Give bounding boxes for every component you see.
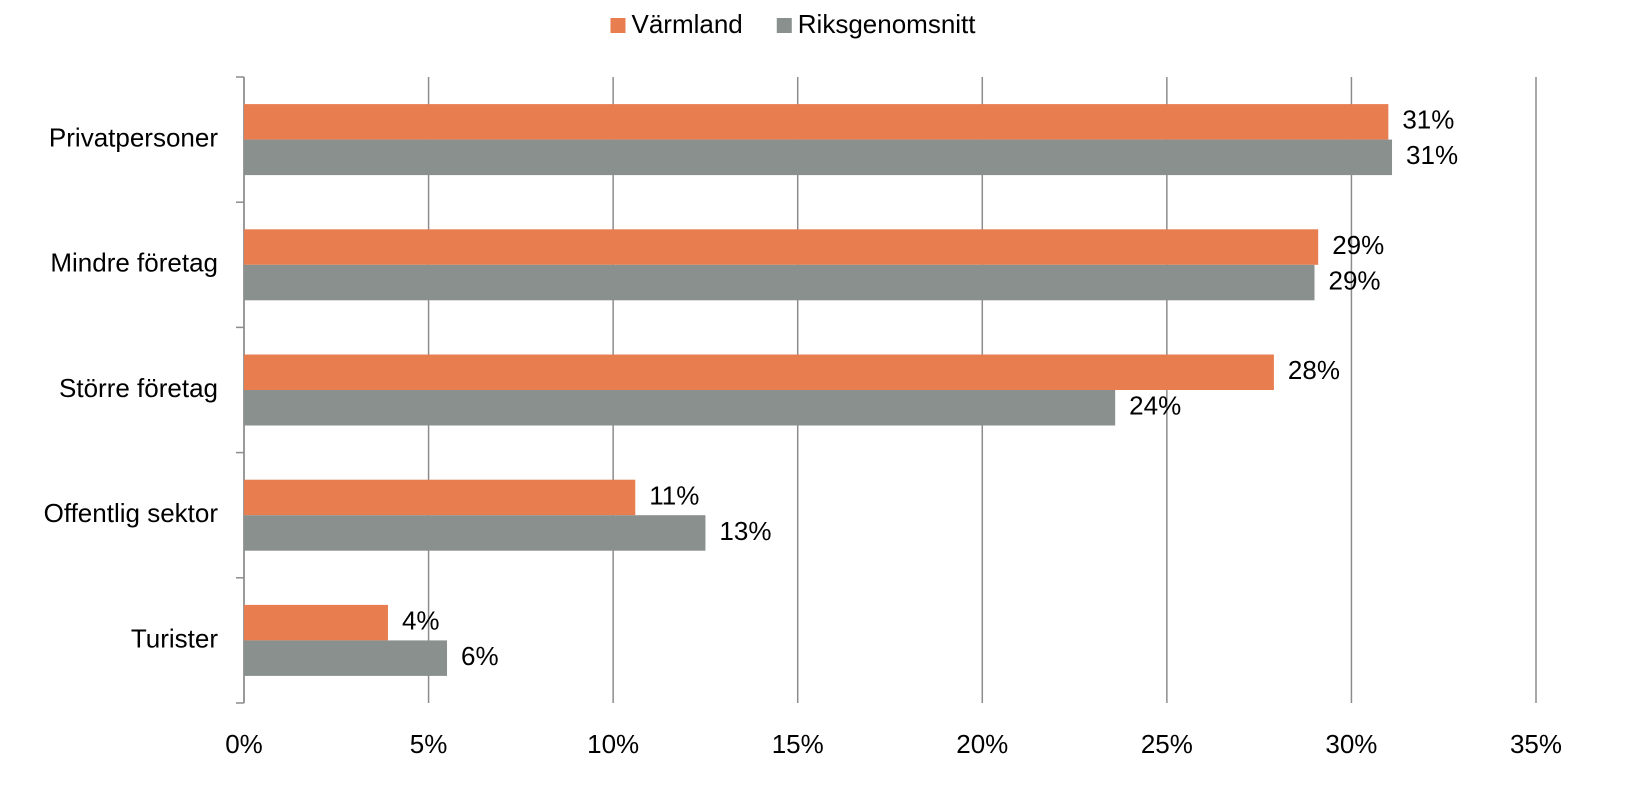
bar	[244, 640, 448, 676]
value-label: 31%	[1402, 105, 1454, 135]
value-label: 29%	[1329, 265, 1381, 295]
legend-swatch	[610, 18, 626, 33]
value-label: 11%	[649, 480, 699, 510]
bar	[244, 264, 1315, 301]
value-label: 13%	[719, 516, 771, 546]
value-label: 31%	[1406, 140, 1458, 170]
y-tick-label: Privatpersoner	[49, 122, 218, 152]
legend-swatch	[776, 18, 792, 33]
x-tick-label: 25%	[1141, 729, 1193, 759]
bar	[244, 604, 388, 641]
y-tick-label: Turister	[131, 623, 218, 653]
bar	[244, 229, 1319, 265]
legend: Värmland Riksgenomsnitt	[610, 9, 976, 39]
x-tick-label: 5%	[410, 729, 448, 759]
x-tick-label: 20%	[956, 729, 1008, 759]
y-tick-label: Större företag	[59, 373, 218, 403]
bar	[244, 354, 1274, 390]
value-label: 28%	[1288, 355, 1340, 385]
x-tick-label: 0%	[225, 729, 263, 759]
bar	[244, 479, 636, 516]
x-tick-label: 30%	[1325, 729, 1377, 759]
x-tick-label: 35%	[1510, 729, 1562, 759]
bar	[244, 104, 1389, 140]
x-tick-label: 10%	[587, 729, 639, 759]
value-label: 24%	[1129, 391, 1181, 421]
value-label: 4%	[402, 606, 440, 636]
bar	[244, 139, 1393, 176]
y-tick-label: Offentlig sektor	[44, 498, 219, 528]
y-tick-label: Mindre företag	[50, 248, 218, 278]
bar	[244, 515, 706, 551]
legend-label: Riksgenomsnitt	[798, 9, 977, 39]
value-label: 6%	[461, 641, 499, 671]
value-label: 29%	[1332, 230, 1384, 260]
x-tick-label: 15%	[772, 729, 824, 759]
legend-label: Värmland	[631, 9, 742, 39]
bar	[244, 390, 1116, 426]
